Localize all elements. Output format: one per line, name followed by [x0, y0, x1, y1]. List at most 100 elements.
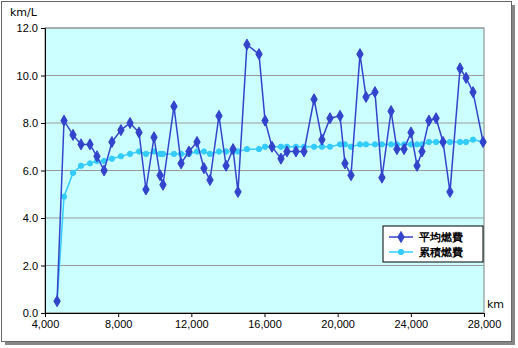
marker: [269, 141, 275, 152]
marker: [109, 136, 115, 147]
grid-line: [45, 28, 484, 29]
legend-label: 累積燃費: [418, 246, 463, 259]
marker: [109, 156, 114, 161]
point: [401, 144, 407, 155]
marker: [470, 137, 475, 142]
x-tick: 24,000: [395, 313, 429, 330]
point: [94, 151, 100, 162]
point: [256, 49, 262, 60]
marker: [293, 146, 299, 157]
marker: [426, 115, 432, 126]
y-tick-label: 6.0: [23, 165, 38, 177]
y-tick-label: 8.0: [23, 117, 38, 129]
y-tick: 6.0: [23, 165, 45, 177]
x-tick: 8,000: [105, 313, 133, 330]
point: [70, 170, 75, 175]
marker: [157, 170, 163, 181]
point: [447, 186, 453, 197]
point: [262, 115, 268, 126]
point: [457, 63, 463, 74]
point: [171, 151, 176, 156]
point: [216, 149, 221, 154]
point: [262, 144, 267, 149]
point: [207, 151, 212, 156]
point: [470, 87, 476, 98]
marker: [151, 132, 157, 143]
frame-shadow: [5, 5, 515, 345]
point: [256, 146, 261, 151]
marker: [61, 115, 67, 126]
marker: [216, 110, 222, 121]
marker: [357, 49, 363, 60]
x-tick: 16,000: [248, 313, 282, 330]
x-tick-label: 12,000: [175, 318, 209, 330]
grid-line: [45, 265, 484, 266]
marker: [160, 179, 166, 190]
x-tick-label: 20,000: [321, 318, 355, 330]
marker: [327, 144, 332, 149]
y-tick: 2.0: [23, 260, 45, 272]
marker: [118, 154, 123, 159]
point: [143, 151, 148, 156]
x-tick: 28,000: [468, 313, 502, 330]
marker: [70, 129, 76, 140]
point: [109, 156, 114, 161]
marker: [61, 194, 66, 199]
marker: [480, 136, 486, 147]
point: [186, 146, 192, 157]
point: [426, 139, 431, 144]
marker: [457, 63, 463, 74]
point: [388, 106, 394, 117]
series-line: [57, 140, 483, 302]
point: [419, 146, 425, 157]
point: [216, 110, 222, 121]
legend-box: [383, 226, 483, 262]
point: [109, 136, 115, 147]
x-tick-mark: [484, 313, 485, 317]
y-tick-mark: [41, 218, 45, 219]
y-tick-mark: [41, 171, 45, 172]
point: [61, 115, 67, 126]
marker: [262, 144, 267, 149]
legend-label: 平均燃費: [418, 231, 463, 244]
marker: [262, 115, 268, 126]
marker: [388, 142, 393, 147]
y-axis-line: [41, 29, 46, 314]
marker: [244, 39, 250, 50]
x-tick-label: 16,000: [248, 318, 282, 330]
marker: [408, 127, 414, 138]
marker: [414, 160, 420, 171]
point: [357, 142, 362, 147]
marker: [342, 158, 348, 169]
marker: [457, 139, 462, 144]
x-axis: 4,0008,00012,00016,00020,00024,00028,000: [32, 313, 502, 330]
point: [311, 144, 316, 149]
point: [414, 160, 420, 171]
marker: [372, 87, 378, 98]
marker: [388, 106, 394, 117]
marker: [201, 163, 207, 174]
point: [357, 49, 363, 60]
point: [372, 142, 377, 147]
marker: [127, 151, 132, 156]
marker: [171, 101, 177, 112]
marker: [348, 170, 354, 181]
marker: [319, 134, 325, 145]
marker: [78, 139, 84, 150]
x-tick-label: 28,000: [468, 318, 502, 330]
point: [61, 194, 66, 199]
point: [151, 132, 157, 143]
point: [447, 139, 452, 144]
y-tick: 8.0: [23, 117, 45, 129]
marker: [256, 49, 262, 60]
y-tick-label: 12.0: [17, 22, 38, 34]
point: [87, 161, 92, 166]
series-line: [57, 45, 483, 302]
marker: [433, 113, 439, 124]
x-tick-mark: [191, 313, 192, 317]
marker: [194, 136, 200, 147]
legend-marker-shape: [398, 231, 404, 242]
marker: [419, 146, 425, 157]
marker: [301, 146, 307, 157]
y-axis: 0.02.04.06.08.010.012.0: [17, 22, 46, 319]
